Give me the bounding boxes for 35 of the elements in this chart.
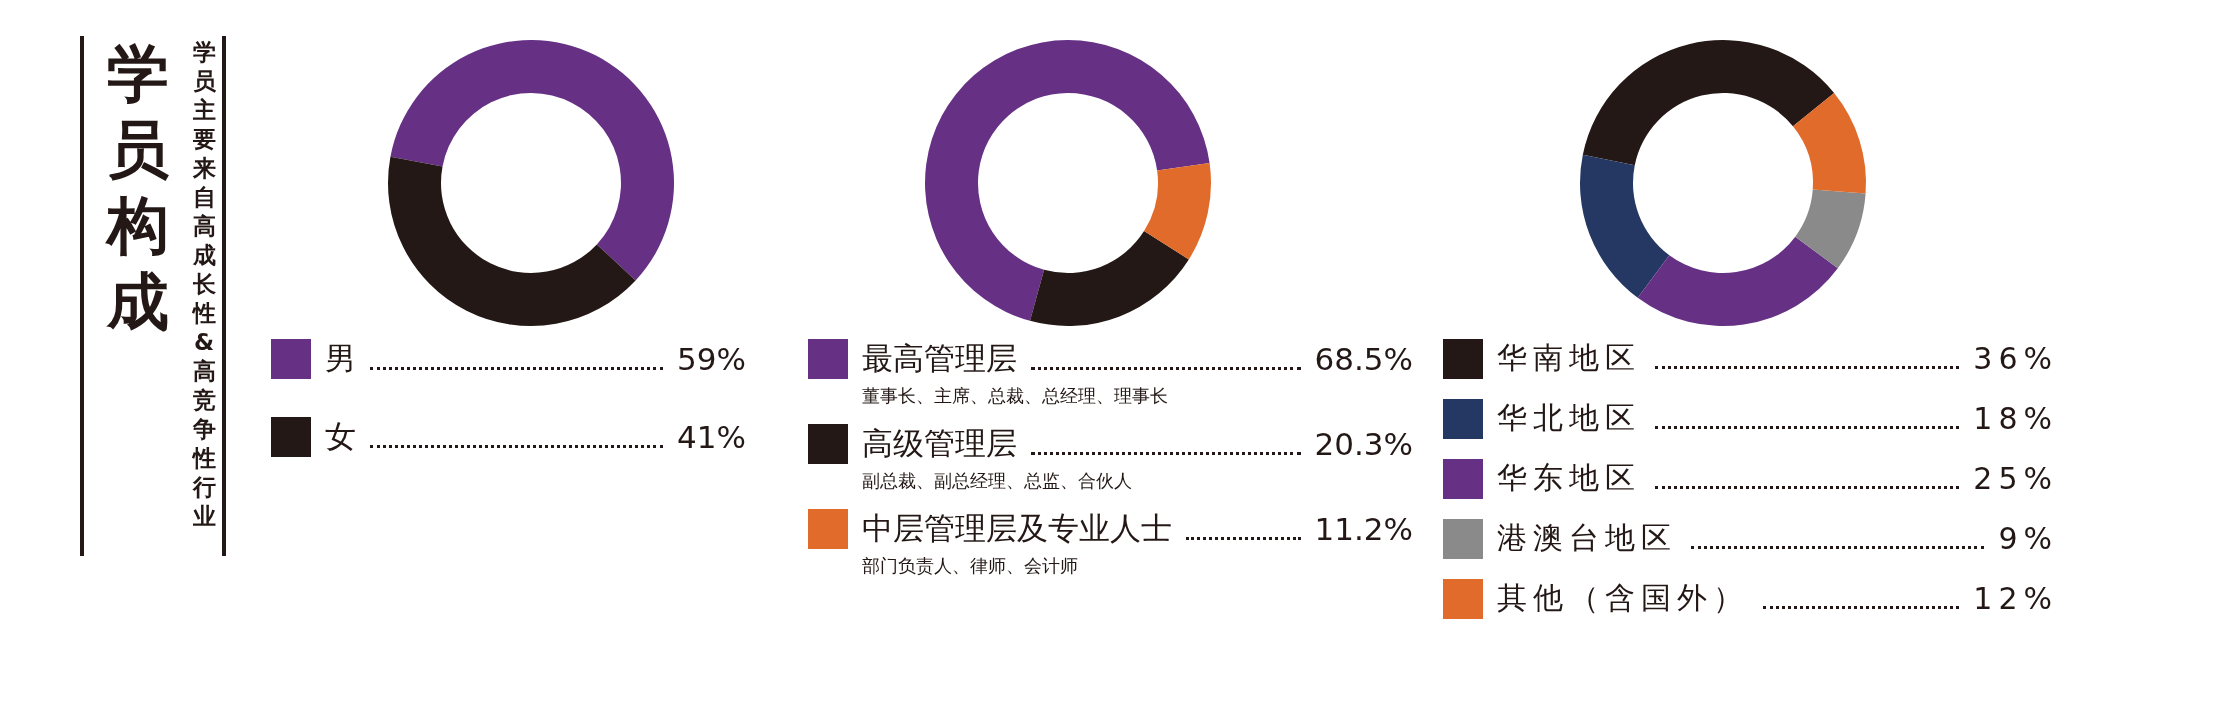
legend-label: 高级管理层: [862, 424, 1017, 463]
text: 部门负责人、律师、会计师: [862, 554, 1079, 578]
text: 学员构成: [104, 36, 170, 340]
donut-slice: [388, 156, 636, 326]
legend-label: 男: [325, 339, 356, 378]
donut-slice: [1030, 231, 1189, 326]
donut-slice: [1792, 93, 1866, 194]
data-label: 68.5%: [1314, 341, 1413, 377]
legend-label: 最高管理层: [862, 339, 1017, 378]
donut-slice: [390, 40, 674, 281]
data-label: 59%: [677, 341, 746, 377]
data-label: 12%: [1973, 581, 2058, 616]
data-label: 36%: [1973, 341, 2058, 376]
legend-label: 华东地区: [1497, 459, 1641, 497]
donut-slice: [1580, 154, 1670, 298]
text: 学员主要来自高成长性&高竞争性行业: [192, 39, 216, 529]
legend-label: 华南地区: [1497, 339, 1641, 377]
donut-slice: [1582, 40, 1835, 166]
donut-slice: [1795, 189, 1866, 269]
data-label: 41%: [677, 419, 746, 455]
legend-label: 女: [325, 417, 356, 456]
data-label: 11.2%: [1314, 511, 1413, 547]
data-label: 20.3%: [1314, 426, 1413, 462]
donut-slice: [925, 40, 1210, 321]
data-label: 18%: [1973, 401, 2058, 436]
data-label: 9%: [1998, 521, 2058, 556]
text: 副总裁、副总经理、总监、合伙人: [862, 469, 1133, 493]
legend-label: 华北地区: [1497, 399, 1641, 437]
text: 董事长、主席、总裁、总经理、理事长: [862, 384, 1169, 408]
donut-slice: [1637, 236, 1838, 326]
donut-slice: [1144, 163, 1211, 260]
legend-label: 其他（含国外）: [1497, 579, 1749, 617]
data-label: 25%: [1973, 461, 2058, 496]
legend-label: 中层管理层及专业人士: [862, 509, 1172, 548]
legend-label: 港澳台地区: [1497, 519, 1677, 557]
